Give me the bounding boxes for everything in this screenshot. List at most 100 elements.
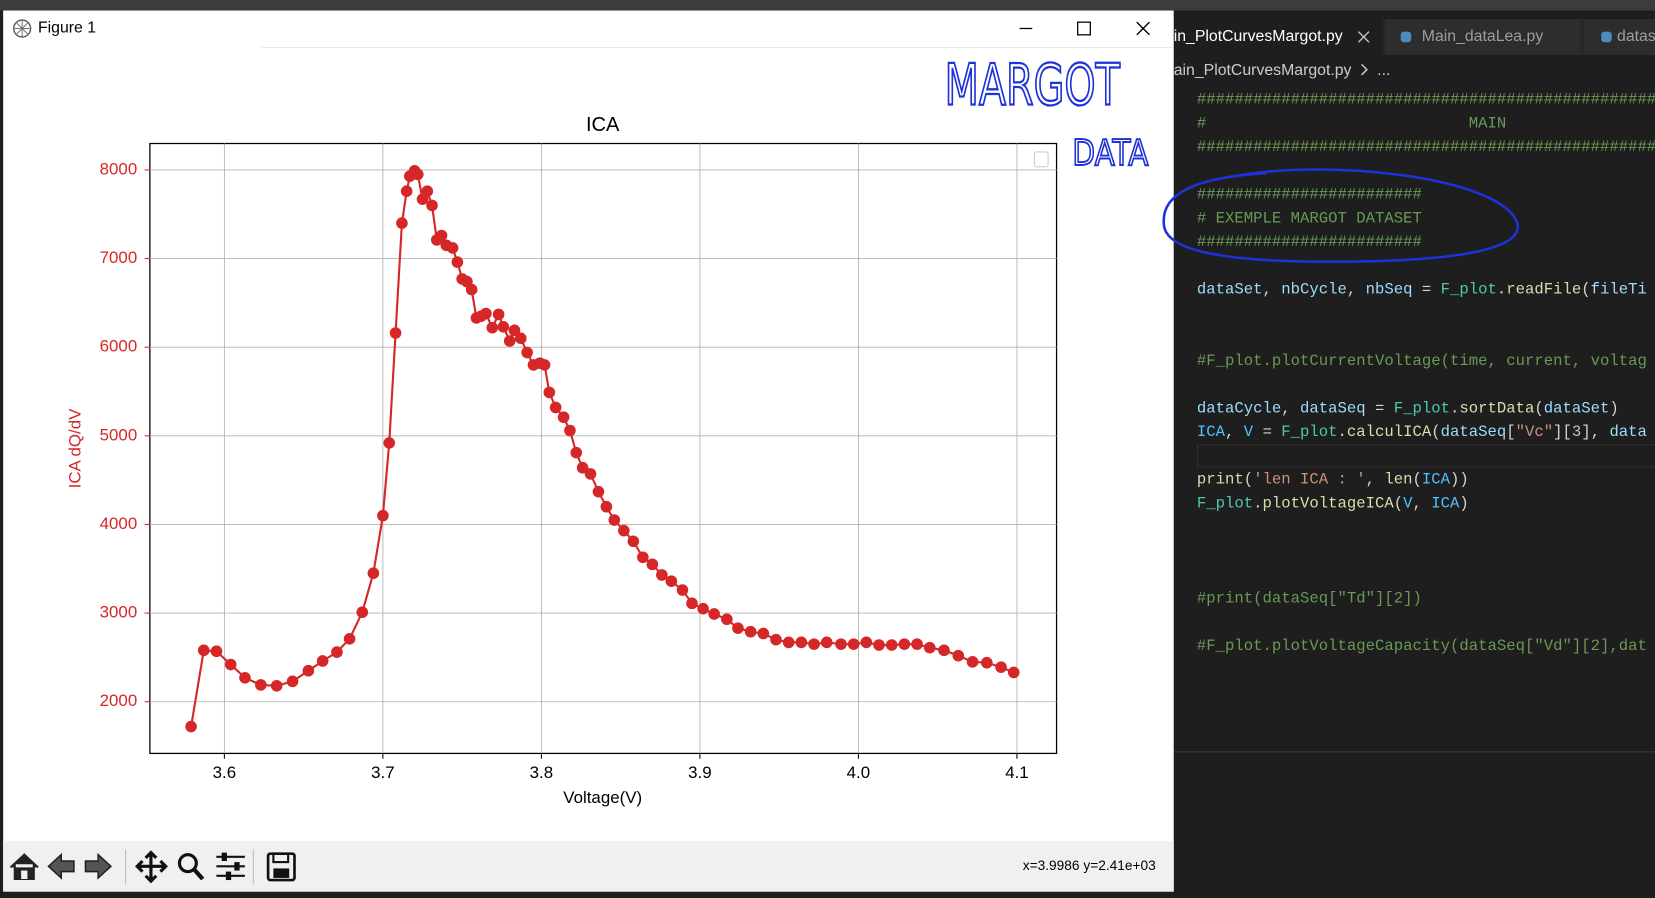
code-token: , [1225,424,1244,442]
data-point [898,638,911,650]
data-point [873,639,885,651]
code-token: ICA [1431,495,1460,513]
data-point [646,558,659,571]
close-button[interactable] [1136,21,1150,36]
code-line: F_plot.plotVoltageICA(V, ICA) [1197,492,1469,515]
data-point [411,168,424,181]
legend-box [1033,151,1049,168]
window-title: Figure 1 [38,20,96,37]
maximize-button[interactable] [1077,21,1091,36]
data-point [1007,666,1020,679]
data-point [952,649,965,662]
data-point [656,569,668,581]
code-token: 'len ICA : ' [1253,471,1366,489]
data-point [255,679,267,691]
data-point [508,324,521,337]
code-token: #print(dataSeq["Td"][2]) [1196,590,1422,608]
tab[interactable]: datas [1583,18,1655,55]
forward-button[interactable] [84,852,112,880]
data-point [356,606,369,619]
code-token: ( [1431,424,1441,442]
python-icon [1400,31,1412,43]
data-point [383,437,396,449]
data-point [637,551,649,564]
data-point [543,386,556,399]
data-point [435,229,448,242]
data-point [503,335,516,347]
tab[interactable]: in_PlotCurvesMargot.py [1173,18,1383,55]
code-token: ( [1243,471,1254,489]
handwritten-note: MARGOT [945,52,1120,118]
code-token: print [1196,471,1244,489]
data-point [514,332,527,345]
code-token: V [1243,424,1254,442]
close-icon[interactable] [1357,31,1370,44]
data-point [497,321,510,333]
breadcrumb-item[interactable]: ... [1377,61,1391,80]
code-token: ) [1609,400,1619,418]
data-point [396,217,408,229]
breadcrumb-item[interactable]: ain_PlotCurvesMargot.py [1173,61,1352,80]
home-button[interactable] [9,853,39,881]
y-axis-label: ICA dQ/dV [65,408,84,488]
code-token: data [1609,424,1647,442]
code-token: len [1384,471,1413,489]
data-point [757,627,770,640]
code-token: F_plot [1196,495,1254,513]
back-button[interactable] [47,852,75,880]
code-token: ICA [1421,471,1451,489]
code-token: . [1253,495,1263,513]
data-point [564,424,576,437]
x-tick-label: 4.0 [847,763,870,782]
code-token: readFile [1506,281,1582,299]
code-line: print('len ICA : ', len(ICA)) [1197,469,1469,492]
y-tick-label: 8000 [100,159,138,178]
data-point [316,655,329,667]
code-line: ICA, V = F_plot.calculICA(dataSeq["Vc"][… [1197,421,1647,444]
code-token: , [1281,400,1301,418]
code-token: fileTi [1590,281,1647,299]
configure-button[interactable] [216,852,245,881]
code-token: dataSeq [1300,400,1366,418]
code-token: , [1365,471,1385,489]
data-point [835,638,847,650]
pan-button[interactable] [134,850,168,884]
data-point [486,321,499,334]
data-point [331,646,343,658]
tab-bar: in_PlotCurvesMargot.py Main_dataLea.py d… [1173,18,1655,55]
data-point [676,584,689,596]
code-token: ( [1534,400,1544,418]
code-token: , [1412,495,1432,513]
y-tick-label: 2000 [100,691,138,710]
y-tick-label: 7000 [100,248,138,267]
save-button[interactable] [266,852,296,882]
data-point [697,602,709,615]
zoom-button[interactable] [177,853,205,881]
code-token: ( [1393,495,1404,513]
data-point [576,461,589,474]
data-point [224,658,237,671]
chart-title: ICA [586,114,620,136]
figure: Figure 1 3.6 3.7 3.8 3.9 4.0 4.1 2000 3000 4000 5… [9,19,1174,885]
code-editor: in_PlotCurvesMargot.py Main_dataLea.py d… [1173,10,1655,752]
menu-bar [0,0,1655,11]
data-point [608,514,621,526]
code-line: ########################################… [1197,89,1655,112]
tab[interactable]: Main_dataLea.py [1384,18,1582,55]
code-token: nbSeq [1365,281,1413,299]
data-point [377,509,389,522]
code-token: ICA [1196,424,1226,442]
data-point [492,308,505,321]
tab-label: Main_dataLea.py [1421,27,1544,46]
code-token: "Vc" [1515,424,1554,442]
data-point [570,446,583,459]
code-token: ][ [1553,424,1572,442]
code-token: , [1262,281,1282,299]
data-point [367,567,380,580]
handwritten-note: DATA [1072,133,1148,174]
data-point [584,468,597,480]
data-point [480,307,492,320]
data-point [732,622,744,634]
x-tick-label: 3.9 [688,763,711,782]
